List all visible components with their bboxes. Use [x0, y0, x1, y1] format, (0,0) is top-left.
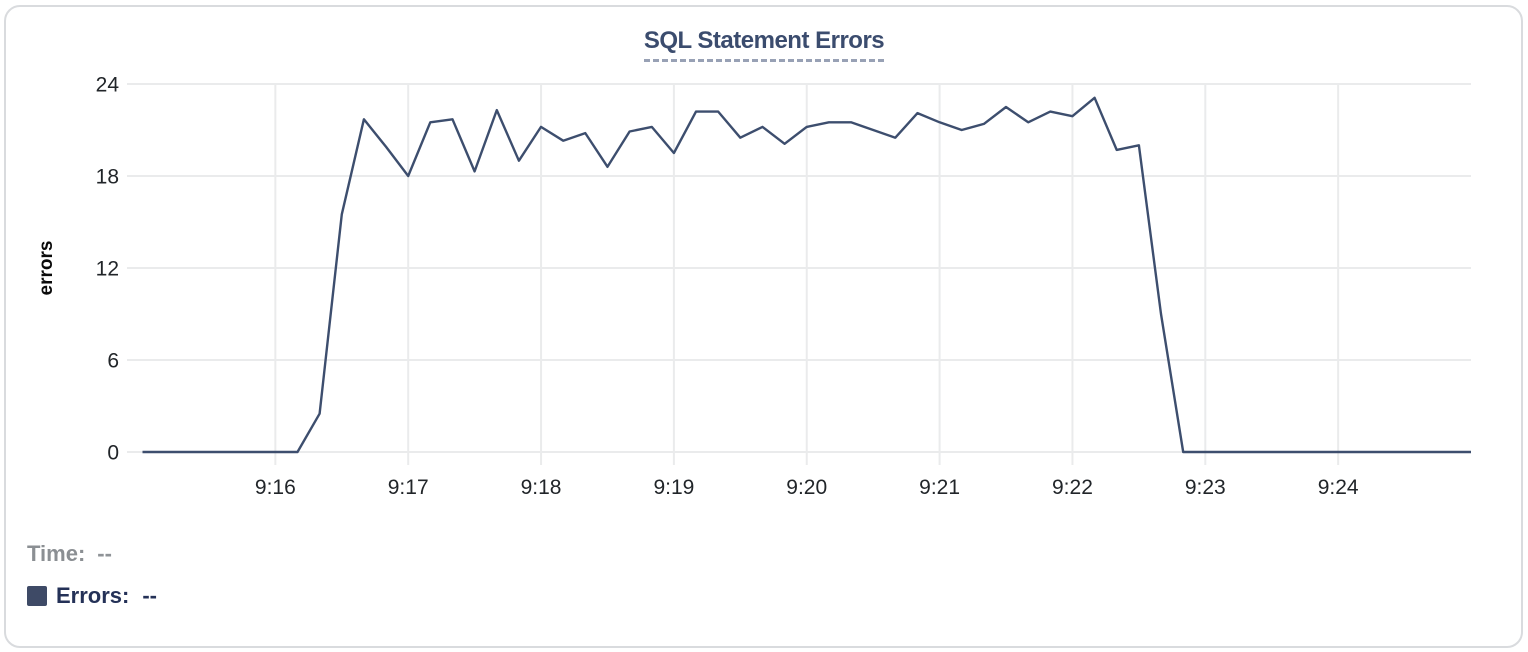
x-tick-label: 9:20 — [786, 476, 827, 499]
y-tick-label: 24 — [96, 74, 120, 97]
errors-value: -- — [142, 583, 158, 608]
x-tick-label: 9:21 — [919, 476, 960, 499]
x-tick-label: 9:18 — [521, 476, 562, 499]
time-value: -- — [97, 541, 112, 566]
x-tick-label: 9:22 — [1052, 476, 1093, 499]
series-line-errors — [142, 96, 1471, 454]
x-tick-label: 9:16 — [255, 476, 296, 499]
x-tick-label: 9:17 — [388, 476, 429, 499]
y-tick-label: 6 — [107, 350, 119, 373]
errors-series-swatch — [27, 586, 47, 606]
y-tick-label: 18 — [96, 166, 119, 189]
y-tick-label: 0 — [107, 442, 119, 465]
hover-readout-errors: Errors: -- — [27, 583, 157, 609]
hover-readout-time: Time: -- — [27, 541, 112, 567]
chart-card — [4, 5, 1523, 648]
x-tick-label: 9:24 — [1318, 476, 1359, 499]
chart-header: SQL Statement Errors — [0, 27, 1528, 62]
y-tick-label: 12 — [96, 258, 119, 281]
x-tick-label: 9:23 — [1185, 476, 1226, 499]
x-tick-label: 9:19 — [653, 476, 694, 499]
errors-label: Errors: — [56, 583, 130, 608]
chart-title[interactable]: SQL Statement Errors — [643, 27, 885, 62]
time-label: Time: — [27, 541, 86, 566]
